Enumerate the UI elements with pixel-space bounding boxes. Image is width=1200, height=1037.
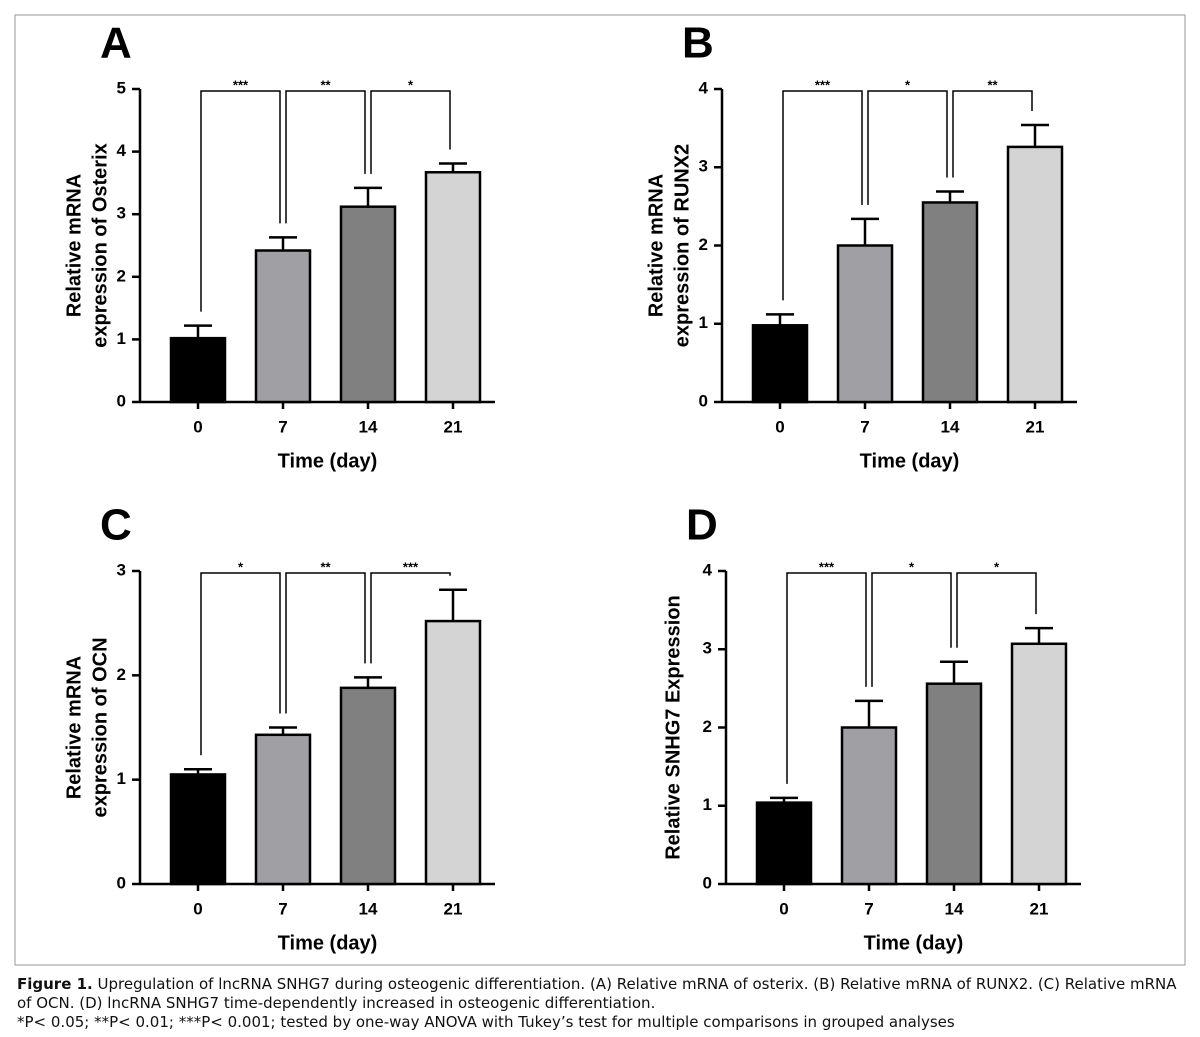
bar <box>755 801 813 886</box>
y-axis-title: Relative mRNA <box>63 656 85 799</box>
y-tick-label: 3 <box>699 157 708 176</box>
x-tick-label: 14 <box>941 417 960 436</box>
x-tick-label: 21 <box>1026 417 1045 436</box>
caption-note: *P< 0.05; **P< 0.01; ***P< 0.001; tested… <box>17 1013 955 1031</box>
x-tick-label: 21 <box>1030 899 1049 918</box>
significance-bracket <box>786 572 867 784</box>
bar <box>254 249 312 404</box>
x-axis-title: Time (day) <box>860 450 960 472</box>
significance-bracket <box>871 572 952 687</box>
y-tick-label: 1 <box>117 329 126 348</box>
significance-bracket <box>370 572 451 664</box>
x-tick-label: 7 <box>278 899 287 918</box>
significance-bracket <box>782 90 863 301</box>
significance-bracket <box>867 90 948 205</box>
bar <box>169 336 227 404</box>
bar <box>921 201 979 404</box>
significance-bracket <box>952 90 1033 178</box>
y-tick-label: 2 <box>117 665 126 684</box>
y-tick-label: 4 <box>117 141 127 160</box>
x-tick-label: 7 <box>864 899 873 918</box>
y-tick-label: 5 <box>117 78 126 97</box>
y-tick-label: 3 <box>117 560 126 579</box>
y-tick-label: 2 <box>699 235 708 254</box>
bar <box>424 171 482 404</box>
significance-label: * <box>238 559 244 574</box>
panel-label: B <box>682 19 714 68</box>
significance-label: *** <box>819 559 835 574</box>
y-tick-label: 4 <box>703 560 713 579</box>
significance-label: ** <box>320 559 331 574</box>
y-tick-label: 1 <box>703 795 712 814</box>
significance-bracket <box>370 90 451 174</box>
y-tick-label: 0 <box>703 873 712 892</box>
caption-text: Upregulation of lncRNA SNHG7 during oste… <box>17 975 1177 1012</box>
significance-label: ** <box>987 77 998 92</box>
y-tick-label: 4 <box>699 78 709 97</box>
bar <box>925 682 983 886</box>
significance-label: *** <box>403 559 419 574</box>
significance-label: * <box>994 559 1000 574</box>
significance-bracket <box>285 572 366 714</box>
x-axis-title: Time (day) <box>864 932 964 954</box>
bar <box>751 324 809 404</box>
bar <box>339 686 397 886</box>
bar <box>339 205 397 404</box>
y-axis-title: expression of Osterix <box>89 143 111 348</box>
bar <box>836 244 894 404</box>
y-axis-title: Relative SNHG7 Expression <box>662 595 684 860</box>
x-tick-label: 0 <box>775 417 784 436</box>
panel-label: D <box>686 501 718 550</box>
y-axis-title: Relative mRNA <box>63 174 85 317</box>
bar <box>840 726 898 886</box>
bar <box>1006 145 1064 404</box>
bar <box>1010 642 1068 886</box>
y-tick-label: 3 <box>117 204 126 223</box>
y-tick-label: 1 <box>117 769 126 788</box>
x-tick-label: 0 <box>193 417 202 436</box>
x-tick-label: 14 <box>359 417 378 436</box>
caption-label: Figure 1. <box>17 975 93 993</box>
significance-label: ** <box>320 77 331 92</box>
panel-label: A <box>100 19 132 68</box>
x-tick-label: 21 <box>444 417 463 436</box>
significance-bracket <box>200 572 281 756</box>
x-tick-label: 14 <box>945 899 964 918</box>
y-axis-title: expression of RUNX2 <box>671 144 693 347</box>
significance-label: * <box>905 77 911 92</box>
significance-bracket <box>956 572 1037 648</box>
x-tick-label: 7 <box>278 417 287 436</box>
y-tick-label: 2 <box>117 266 126 285</box>
figure-frame <box>14 14 1186 966</box>
bar <box>424 619 482 886</box>
x-tick-label: 7 <box>860 417 869 436</box>
y-tick-label: 0 <box>699 391 708 410</box>
caption-body: Figure 1. Upregulation of lncRNA SNHG7 d… <box>17 975 1185 1013</box>
panel-label: C <box>100 501 132 550</box>
x-axis-title: Time (day) <box>278 450 378 472</box>
bar <box>254 733 312 886</box>
x-tick-label: 0 <box>779 899 788 918</box>
caption: Figure 1. Upregulation of lncRNA SNHG7 d… <box>17 975 1185 1032</box>
y-tick-label: 0 <box>117 391 126 410</box>
y-tick-label: 0 <box>117 873 126 892</box>
y-tick-label: 2 <box>703 717 712 736</box>
significance-bracket <box>200 90 281 312</box>
significance-label: *** <box>815 77 831 92</box>
y-axis-title: Relative mRNA <box>645 174 667 317</box>
x-axis-title: Time (day) <box>278 932 378 954</box>
significance-label: *** <box>233 77 249 92</box>
bar <box>169 773 227 886</box>
x-tick-label: 0 <box>193 899 202 918</box>
x-tick-label: 14 <box>359 899 378 918</box>
significance-bracket <box>285 90 366 224</box>
x-tick-label: 21 <box>444 899 463 918</box>
y-tick-label: 1 <box>699 313 708 332</box>
significance-label: * <box>408 77 414 92</box>
y-tick-label: 3 <box>703 639 712 658</box>
y-axis-title: expression of OCN <box>89 637 111 817</box>
significance-label: * <box>909 559 915 574</box>
